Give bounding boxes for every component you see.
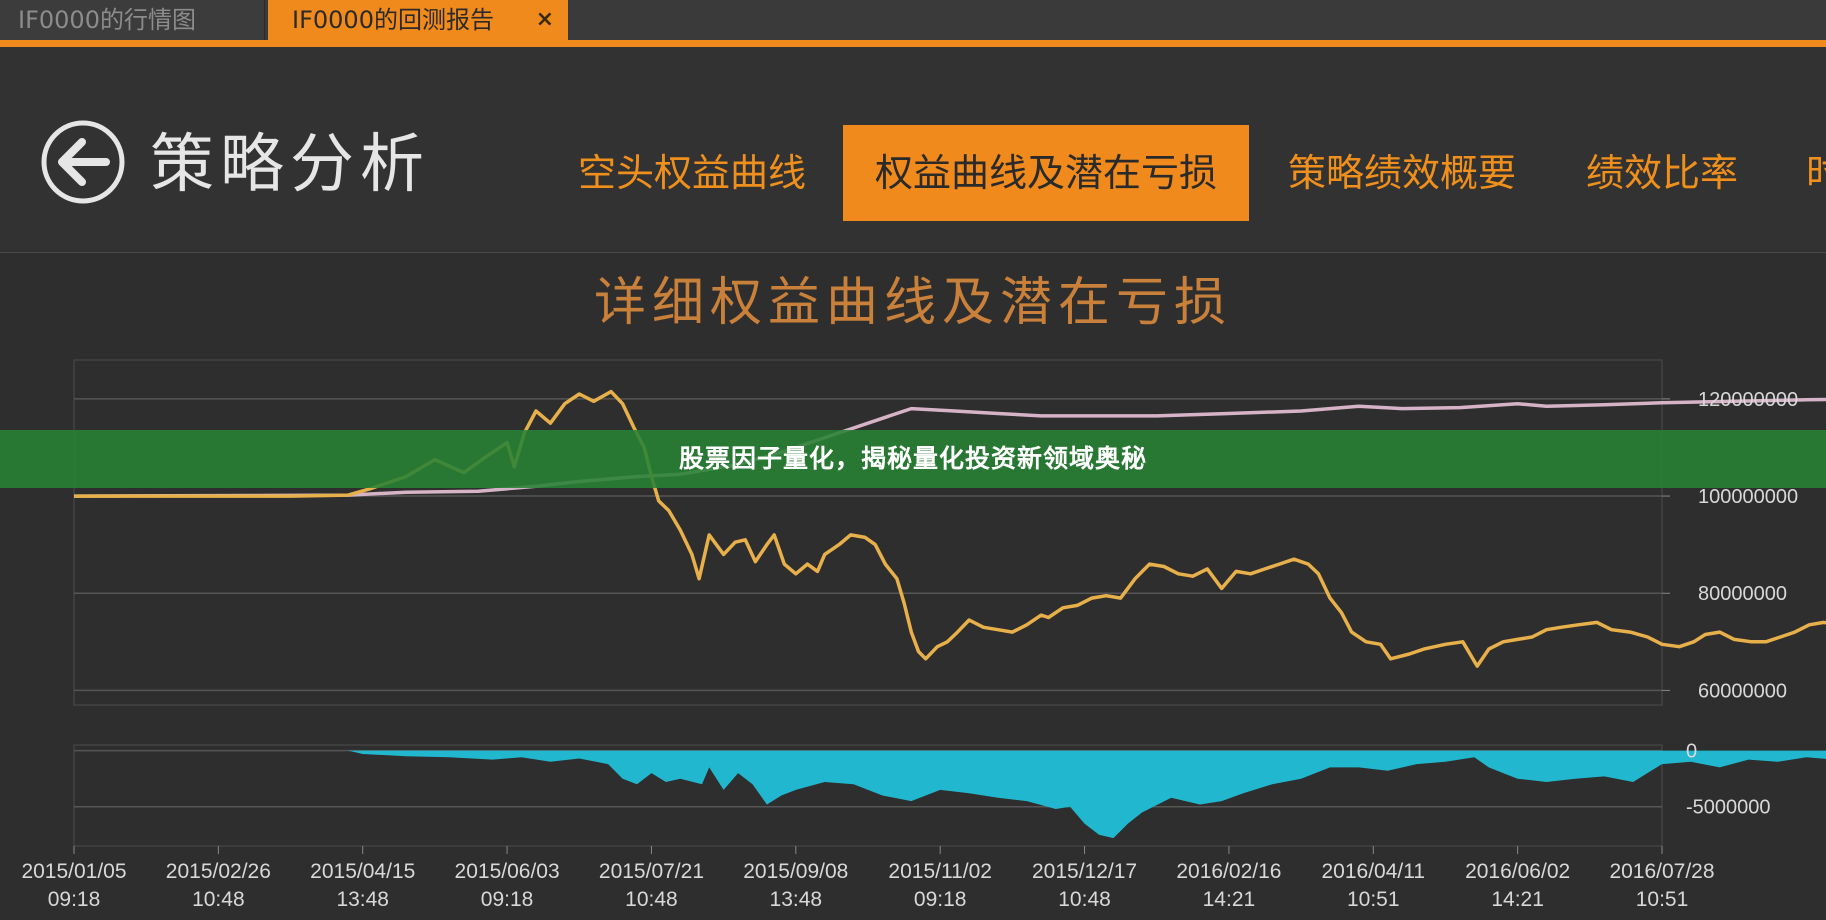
nav-more-partial[interactable]: 时: [1806, 151, 1826, 195]
tab-bar: IF0000的行情图 IF0000的回测报告 ×: [0, 0, 1826, 40]
y-tick-label: 80000000: [1698, 583, 1787, 605]
x-tick-time: 10:48: [1058, 888, 1111, 911]
close-icon[interactable]: ×: [535, 7, 554, 32]
x-tick-date: 2016/04/11: [1321, 860, 1425, 883]
x-tick-date: 2015/09/08: [743, 860, 848, 883]
x-tick-time: 09:18: [481, 888, 534, 911]
nav-short-equity-curve[interactable]: 空头权益曲线: [578, 151, 807, 195]
drawdown-area: [74, 750, 1826, 839]
x-tick-time: 10:51: [1347, 888, 1400, 911]
overlay-banner: 股票因子量化，揭秘量化投资新领域奥秘: [0, 430, 1826, 488]
x-tick-time: 10:51: [1636, 888, 1689, 911]
page-title: 策略分析: [150, 128, 430, 202]
drawdown-chart-area: [74, 750, 1826, 839]
x-tick-date: 2016/06/02: [1465, 860, 1570, 883]
drawdown-chart-y-axis: 0 -5000000: [1686, 741, 1771, 819]
x-tick-time: 13:48: [336, 888, 389, 911]
y-tick-label: 60000000: [1698, 680, 1787, 702]
y-tick-label: 120000000: [1698, 389, 1798, 411]
x-tick-time: 10:48: [192, 888, 245, 911]
equity-chart-grid: [73, 359, 1663, 706]
tab-backtest-report[interactable]: IF0000的回测报告 ×: [268, 0, 568, 40]
x-tick-time: 10:48: [625, 888, 678, 911]
x-tick-date: 2015/11/02: [888, 860, 992, 883]
x-tick-date: 2016/02/16: [1176, 860, 1281, 883]
back-arrow-circle-icon[interactable]: [40, 119, 126, 205]
x-tick-date: 2015/01/05: [21, 860, 126, 883]
equity-chart-y-axis: 120000000 100000000 80000000 60000000: [1662, 389, 1798, 702]
equity-plot-frame: [73, 359, 1663, 706]
x-tick-date: 2015/04/15: [310, 860, 415, 883]
tab-market-chart[interactable]: IF0000的行情图: [0, 0, 265, 40]
x-tick-date: 2015/02/26: [166, 860, 271, 883]
equity-drawdown-chart: 120000000 100000000 80000000 60000000 0 -500…: [21, 359, 1826, 911]
drawdown-plot-frame: [73, 744, 1663, 847]
y-tick-label: -5000000: [1686, 797, 1771, 819]
x-tick-time: 14:21: [1491, 888, 1544, 911]
nav-equity-drawdown[interactable]: 权益曲线及潜在亏损: [843, 125, 1250, 221]
header: 策略分析 空头权益曲线 权益曲线及潜在亏损 策略绩效概要 绩效比率 时: [0, 47, 1826, 253]
x-axis-labels: 2015/01/05 09:18 2015/02/26 10:48 2015/04/15…: [21, 846, 1715, 911]
x-tick-date: 2015/12/17: [1032, 860, 1137, 883]
x-tick-time: 09:18: [914, 888, 967, 911]
x-tick-date: 2016/07/28: [1609, 860, 1714, 883]
nav-performance-ratios[interactable]: 绩效比率: [1586, 151, 1739, 195]
y-tick-label: 100000000: [1698, 486, 1798, 508]
chart-title: 详细权益曲线及潜在亏损: [593, 273, 1232, 333]
x-tick-time: 13:48: [770, 888, 823, 911]
x-tick-date: 2015/06/03: [455, 860, 560, 883]
x-tick-date: 2015/07/21: [599, 860, 704, 883]
nav-performance-summary[interactable]: 策略绩效概要: [1288, 151, 1517, 195]
tab-label: IF0000的回测报告: [292, 6, 494, 34]
x-tick-time: 14:21: [1203, 888, 1256, 911]
x-tick-time: 09:18: [48, 888, 101, 911]
tab-underline: [0, 40, 1826, 47]
y-tick-label: 0: [1686, 741, 1697, 763]
